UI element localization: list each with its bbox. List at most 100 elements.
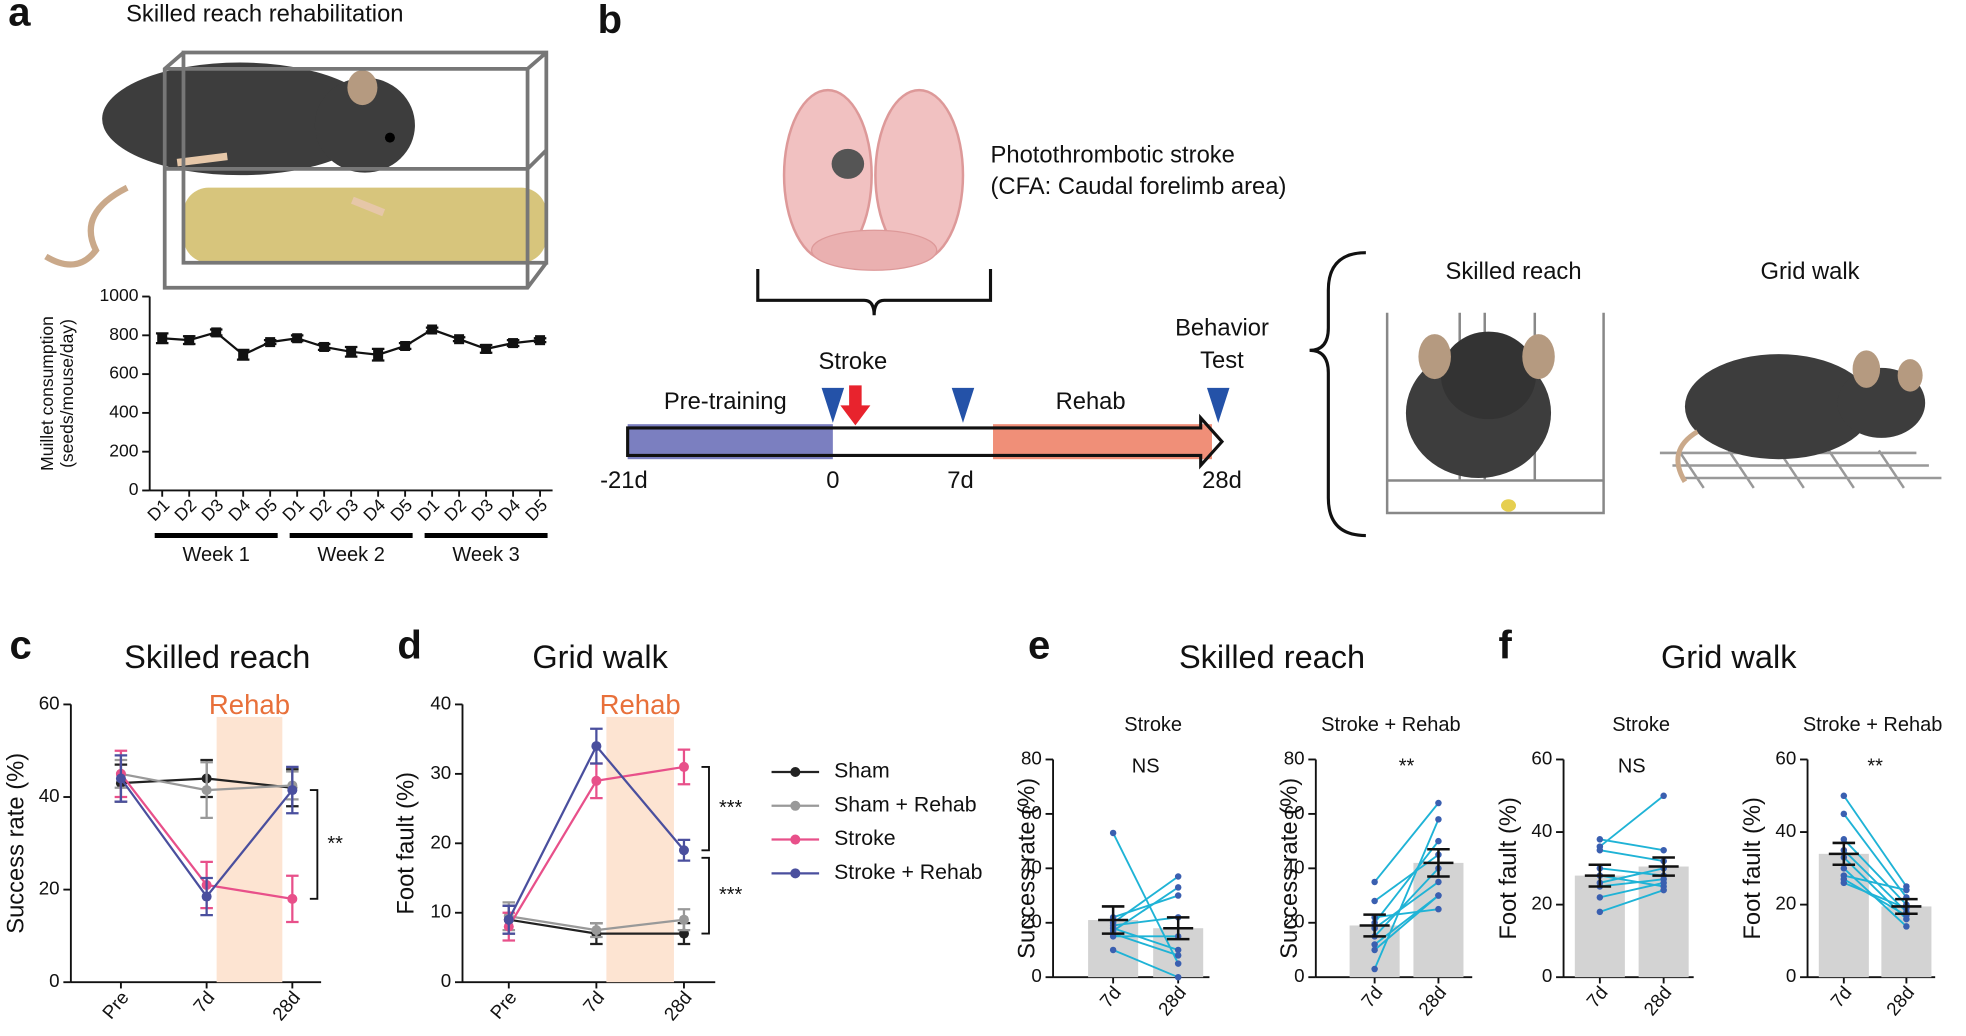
error-bar xyxy=(1828,841,1859,866)
x-tick-label: 28d xyxy=(660,987,696,1024)
legend-label: Stroke xyxy=(834,826,895,850)
significance-label: ** xyxy=(1399,755,1415,777)
y-tick-label: 30 xyxy=(430,762,451,783)
marker xyxy=(678,914,689,925)
y-axis-label: Success rate (%) xyxy=(1013,778,1040,959)
subject-point xyxy=(1371,897,1378,905)
y-tick-label: 40 xyxy=(1775,820,1796,841)
subject-point xyxy=(1371,941,1378,948)
subject-point xyxy=(1174,952,1182,959)
x-tick-label: 7d xyxy=(579,987,608,1016)
phase-label: Rehab xyxy=(1056,388,1126,415)
subject-point xyxy=(1596,894,1604,901)
subject-line xyxy=(1373,840,1440,924)
subject-point xyxy=(1660,879,1667,887)
subject-point xyxy=(1435,878,1442,886)
x-tick-label: D3 xyxy=(197,495,227,525)
subject-point xyxy=(1435,799,1442,807)
y-tick-label: 80 xyxy=(1021,747,1042,768)
chart-title: Stroke xyxy=(1612,714,1670,736)
y-tick-label: 10 xyxy=(430,901,451,922)
error-bar xyxy=(1648,856,1679,877)
subject-line xyxy=(1374,881,1439,929)
significance-label: ** xyxy=(1867,755,1883,777)
day-label: -21d xyxy=(600,467,648,494)
x-tick-label: 28d xyxy=(1882,982,1918,1019)
subject-point xyxy=(1174,892,1182,899)
y-tick-label: 60 xyxy=(1021,802,1042,823)
y-axis-label: Success rate (%) xyxy=(1276,778,1303,959)
y-tick-label: 1000 xyxy=(99,285,138,305)
significance-bracket xyxy=(701,856,710,935)
subject-point xyxy=(1435,837,1442,845)
subject-point xyxy=(1596,846,1604,854)
x-tick-label: D4 xyxy=(359,495,389,525)
subject-line xyxy=(1843,838,1908,906)
y-tick-label: 40 xyxy=(430,692,451,713)
error-bar xyxy=(1423,848,1454,878)
rehab-shade xyxy=(606,716,674,983)
significance-bracket xyxy=(701,765,710,852)
y-tick-label: 80 xyxy=(1284,747,1305,768)
y-tick-label: 0 xyxy=(129,479,139,499)
subject-point xyxy=(1840,792,1848,800)
subject-point xyxy=(1660,846,1667,854)
chart-title: Stroke + Rehab xyxy=(1803,714,1943,736)
subject-point xyxy=(1660,886,1667,894)
subject-point xyxy=(1371,965,1378,973)
x-tick-label: D5 xyxy=(251,495,281,525)
marker xyxy=(201,891,212,902)
marker xyxy=(292,333,303,344)
y-tick-label: 20 xyxy=(1531,893,1552,914)
day-label: 7d xyxy=(947,467,973,494)
y-tick-label: 20 xyxy=(430,831,451,852)
phase-label: Pre-training xyxy=(664,388,787,415)
y-tick-label: 60 xyxy=(1531,747,1552,768)
panel-title: Grid walk xyxy=(1661,639,1797,675)
marker xyxy=(373,349,384,360)
y-axis-label: Foot fault (%) xyxy=(1739,797,1766,940)
shade-label: Rehab xyxy=(600,689,681,720)
significance-label: *** xyxy=(719,797,743,819)
x-tick-label: D4 xyxy=(224,495,254,525)
error-bar xyxy=(1891,897,1922,915)
marker xyxy=(591,741,602,752)
error-bar xyxy=(1584,863,1615,888)
timeline xyxy=(626,385,1230,470)
subject-point xyxy=(1903,923,1910,930)
subject-line xyxy=(1112,932,1179,957)
y-tick-label: 400 xyxy=(109,402,138,422)
x-tick-label: D2 xyxy=(170,495,200,525)
subject-point xyxy=(1660,792,1667,800)
subject-point xyxy=(1174,973,1182,981)
marker xyxy=(115,773,126,784)
event-label: Stroke xyxy=(819,348,888,375)
x-tick-label: Pre xyxy=(98,987,133,1023)
error-bar xyxy=(1163,916,1194,941)
marker xyxy=(535,335,546,346)
day-label: 0 xyxy=(826,467,839,494)
marker xyxy=(211,327,222,338)
y-tick-label: 60 xyxy=(39,692,60,713)
bar xyxy=(1818,853,1869,978)
subject-line xyxy=(1112,949,1179,979)
y-axis-label: Success rate (%) xyxy=(2,753,29,934)
chart-title: Skilled reach rehabilitation xyxy=(126,0,403,27)
subject-point xyxy=(1840,865,1848,872)
subject-line xyxy=(1843,874,1907,892)
chart-title: Skilled reach xyxy=(124,639,310,675)
subject-line xyxy=(1599,867,1664,884)
y-tick-label: 0 xyxy=(1031,965,1041,986)
panel-label: a xyxy=(8,0,31,35)
x-tick-label: 28d xyxy=(1154,982,1190,1019)
subject-line xyxy=(1599,889,1664,913)
y-tick-label: 60 xyxy=(1284,802,1305,823)
subject-line xyxy=(1599,838,1664,852)
subject-point xyxy=(1903,886,1910,894)
subject-line xyxy=(1843,878,1907,917)
subject-point xyxy=(1174,873,1182,880)
test-label: Behavior xyxy=(1175,314,1269,341)
shade-label: Rehab xyxy=(209,689,290,720)
panel-label: e xyxy=(1028,624,1050,668)
brace xyxy=(1309,251,1366,538)
